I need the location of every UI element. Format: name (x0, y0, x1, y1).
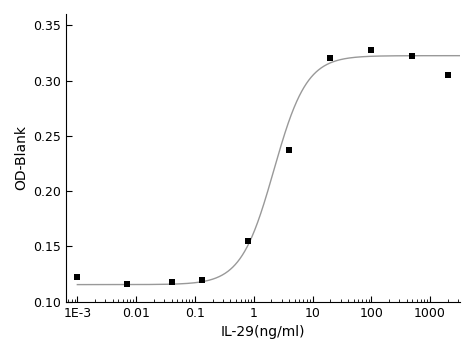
Point (285, 147, 293, 153)
Point (73, 274, 81, 280)
Point (198, 277, 205, 283)
Point (123, 281, 131, 287)
Point (327, 56, 334, 61)
Point (367, 47, 375, 53)
Point (244, 238, 252, 244)
Y-axis label: OD-Blank: OD-Blank (14, 125, 28, 191)
X-axis label: IL-29(ng/ml): IL-29(ng/ml) (221, 325, 305, 339)
Point (444, 72, 452, 78)
Point (409, 53, 416, 59)
Point (168, 279, 175, 285)
